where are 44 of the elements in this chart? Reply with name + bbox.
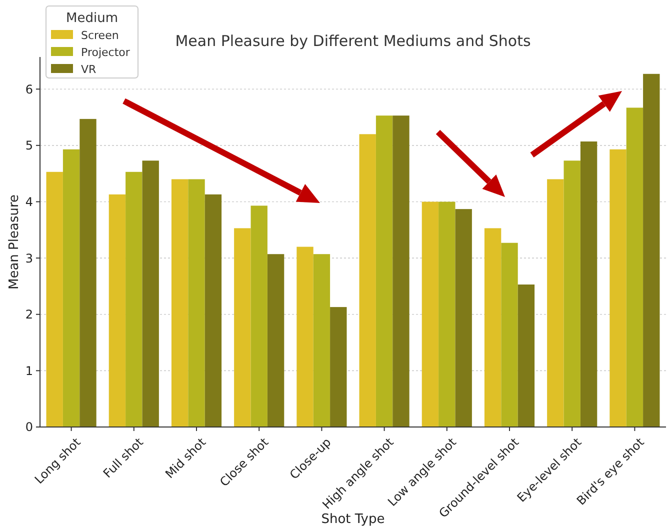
y-tick-label: 3 (25, 251, 33, 266)
y-tick-label: 2 (25, 308, 33, 322)
legend-label: Screen (81, 28, 119, 42)
bar (171, 179, 188, 427)
bar (313, 254, 330, 427)
bar (564, 160, 580, 427)
bar (376, 116, 393, 427)
legend-label: VR (81, 62, 97, 76)
bar (142, 160, 159, 427)
y-tick-label: 5 (25, 138, 33, 153)
x-axis-title: Shot Type (321, 512, 385, 527)
bar (80, 118, 96, 427)
bar (422, 202, 439, 427)
bar (643, 74, 660, 427)
y-tick-label: 0 (25, 420, 33, 434)
bar (610, 149, 626, 427)
bar (484, 228, 502, 427)
bar (392, 116, 410, 427)
bar (108, 194, 126, 427)
bar (62, 149, 80, 427)
bar (296, 246, 314, 427)
chart-title: Mean Pleasure by Different Mediums and Shots (175, 32, 531, 50)
legend-label: Projector (81, 46, 130, 59)
bar (626, 108, 644, 427)
bar (518, 284, 535, 427)
y-tick-label: 6 (25, 82, 33, 96)
bar (204, 194, 222, 427)
y-tick-label: 1 (25, 364, 33, 378)
bar (580, 141, 598, 427)
y-tick-label: 4 (25, 194, 33, 209)
bar (234, 228, 251, 427)
bar (250, 206, 268, 427)
legend-title: Medium (66, 11, 118, 26)
bar (330, 307, 347, 427)
bar (188, 179, 205, 427)
bar (46, 172, 63, 427)
bar (126, 172, 142, 427)
bar (438, 202, 456, 427)
bar (501, 242, 518, 427)
bar (547, 179, 564, 427)
bar (267, 254, 284, 427)
y-axis-title: Mean Pleasure (7, 194, 22, 290)
bar (455, 209, 472, 427)
bar (359, 134, 376, 427)
